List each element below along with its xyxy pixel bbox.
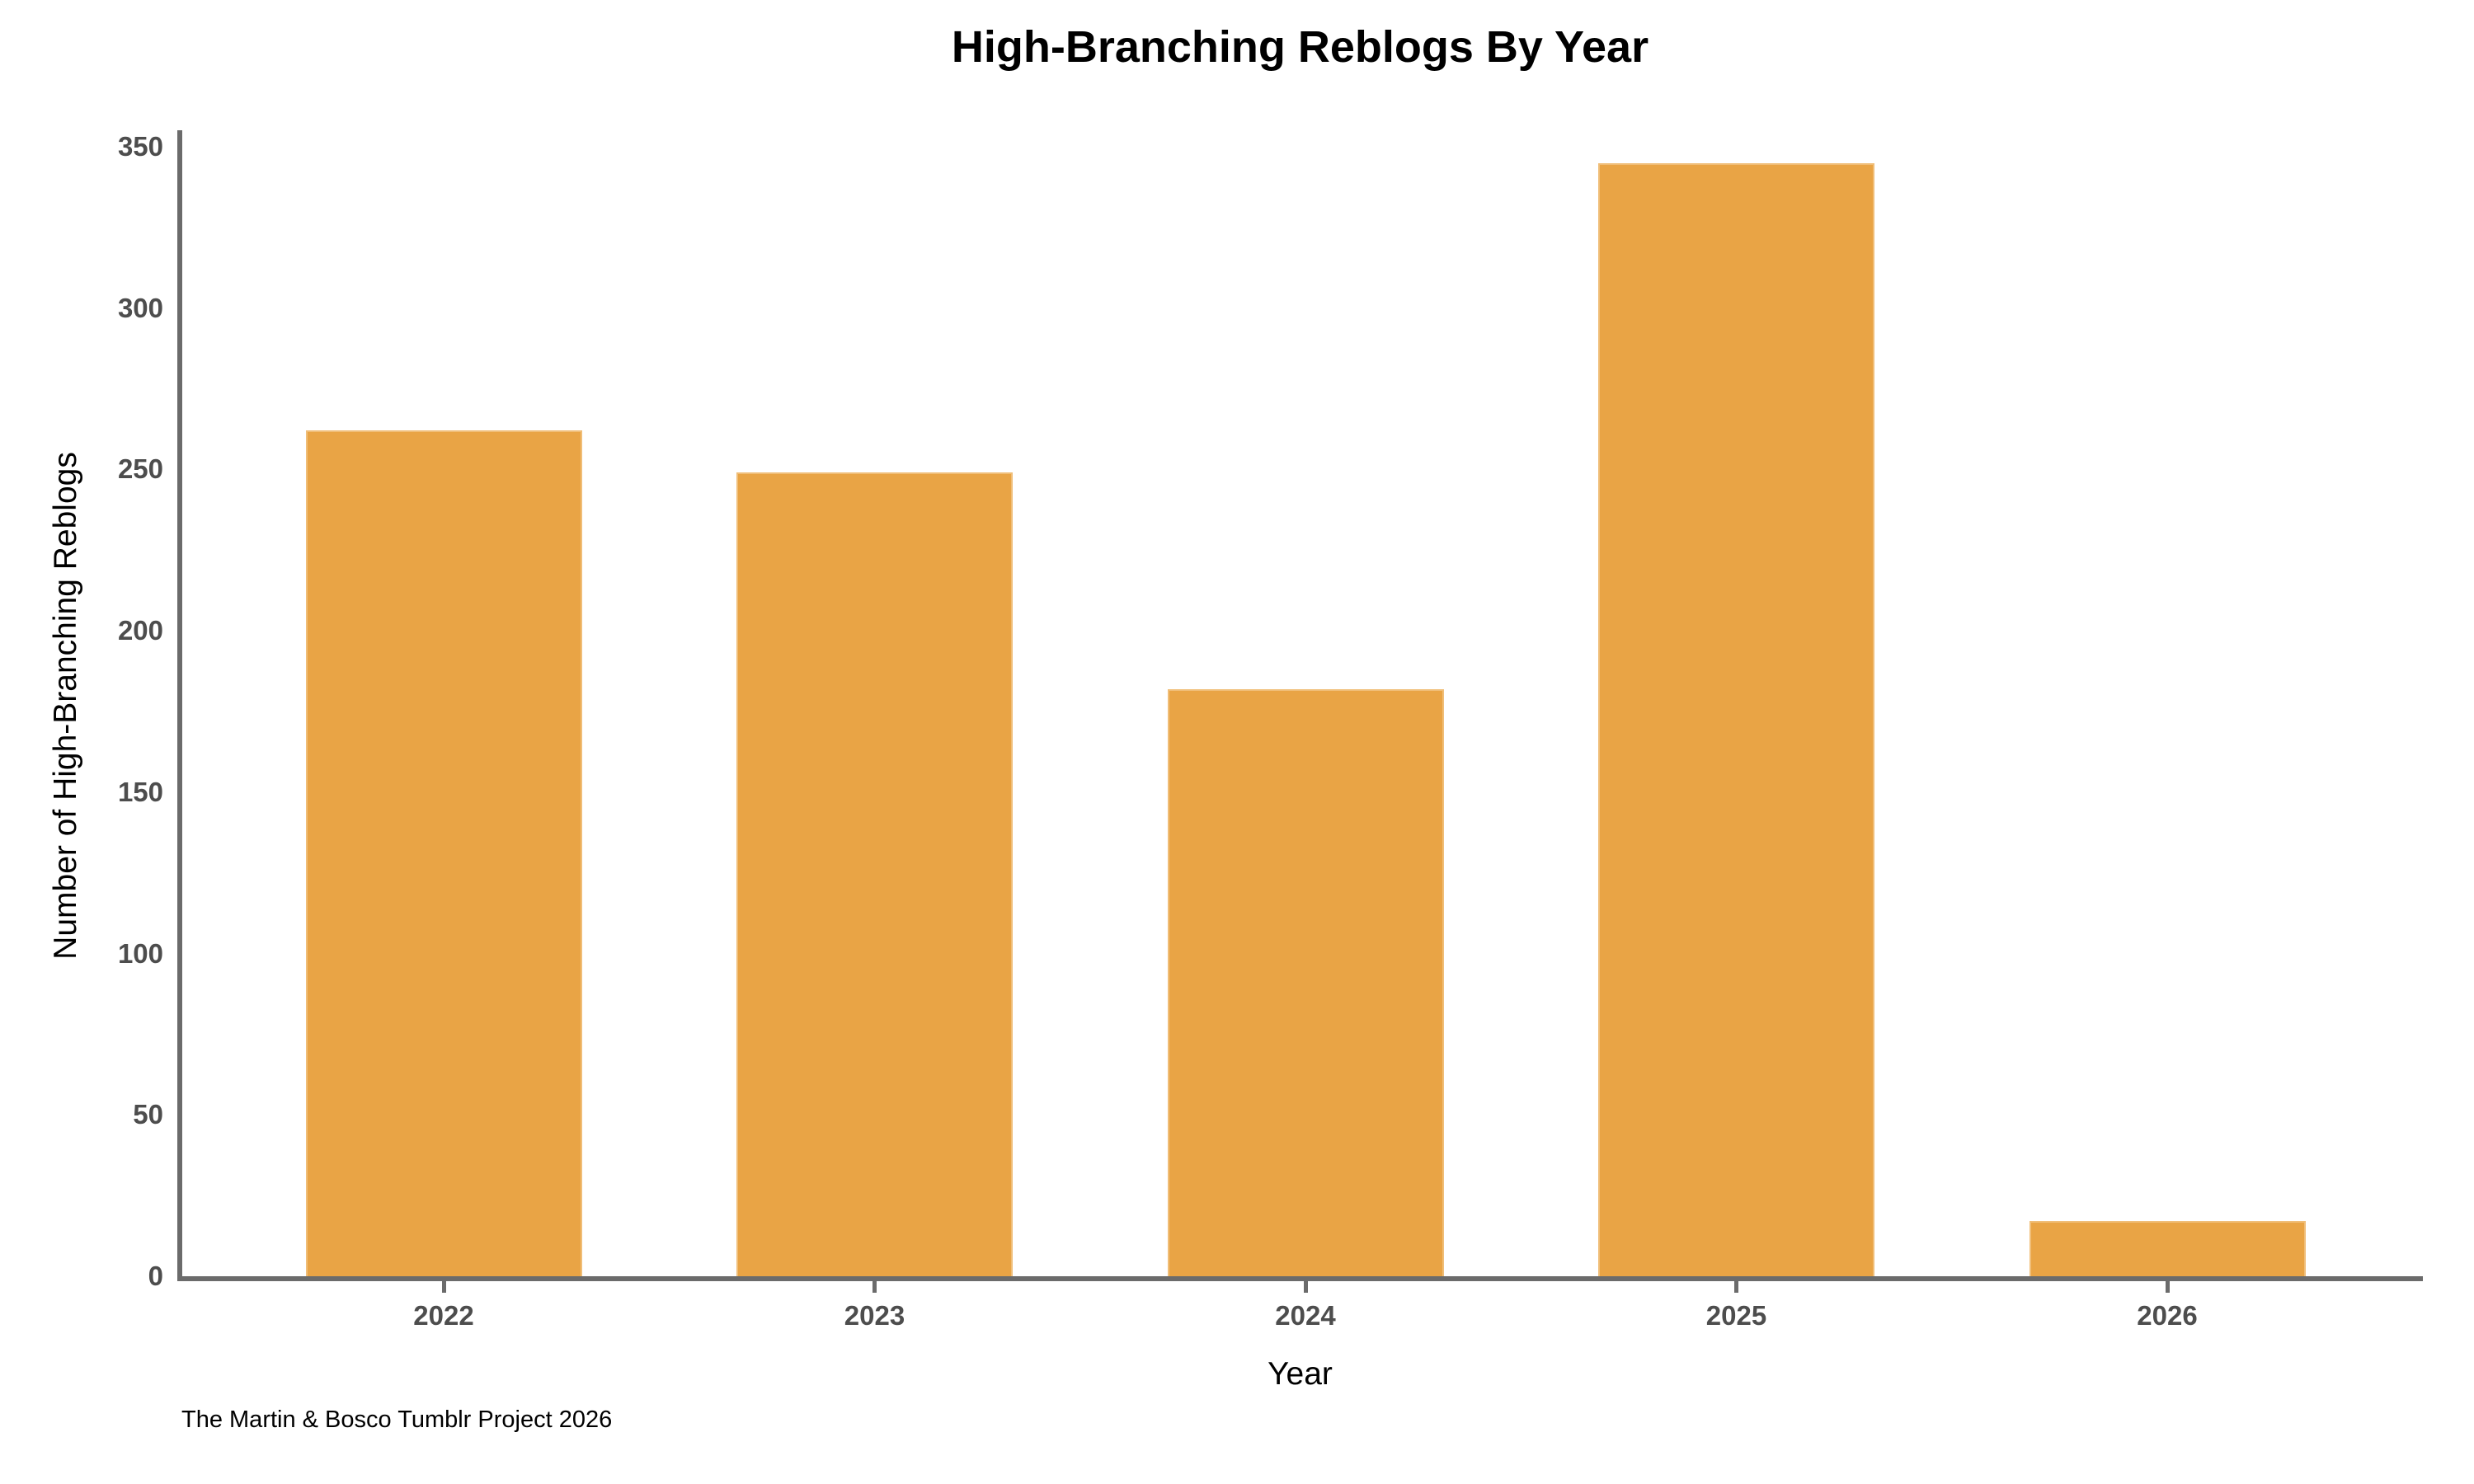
x-tick-label-2022: 2022 bbox=[413, 1300, 474, 1331]
bar-2022 bbox=[305, 430, 582, 1276]
x-tick-mark-2022 bbox=[441, 1281, 446, 1293]
x-tick-mark-2025 bbox=[1734, 1281, 1738, 1293]
y-tick-label-250: 250 bbox=[117, 453, 163, 485]
bar-2023 bbox=[736, 472, 1013, 1276]
y-tick-label-50: 50 bbox=[133, 1099, 163, 1130]
bar-2024 bbox=[1167, 689, 1444, 1276]
plot-area: 2022 2023 2024 2025 2026 bbox=[177, 130, 2423, 1331]
bar-2026 bbox=[2029, 1221, 2306, 1276]
x-tick-mark-2024 bbox=[1303, 1281, 1308, 1293]
x-tick-mark-2026 bbox=[2165, 1281, 2170, 1293]
x-tick-label-2026: 2026 bbox=[2137, 1300, 2198, 1331]
y-tick-label-0: 0 bbox=[148, 1261, 163, 1291]
y-tick-label-150: 150 bbox=[117, 776, 163, 807]
y-axis-ticks: 0 50 100 150 200 250 300 350 bbox=[0, 130, 163, 1291]
chart-title: High-Branching Reblogs By Year bbox=[951, 22, 1649, 72]
x-tick-label-2023: 2023 bbox=[844, 1300, 905, 1331]
x-axis-label: Year bbox=[1268, 1356, 1333, 1392]
y-tick-label-100: 100 bbox=[117, 937, 163, 969]
footer-caption: The Martin & Bosco Tumblr Project 2026 bbox=[181, 1407, 613, 1433]
x-tick-label-2025: 2025 bbox=[1705, 1300, 1767, 1331]
bar-2025 bbox=[1598, 163, 1874, 1276]
x-tick-mark-2023 bbox=[872, 1281, 877, 1293]
y-tick-label-350: 350 bbox=[117, 131, 163, 162]
x-tick-label-2024: 2024 bbox=[1275, 1300, 1336, 1331]
y-tick-label-300: 300 bbox=[117, 292, 163, 323]
y-tick-label-200: 200 bbox=[117, 615, 163, 646]
